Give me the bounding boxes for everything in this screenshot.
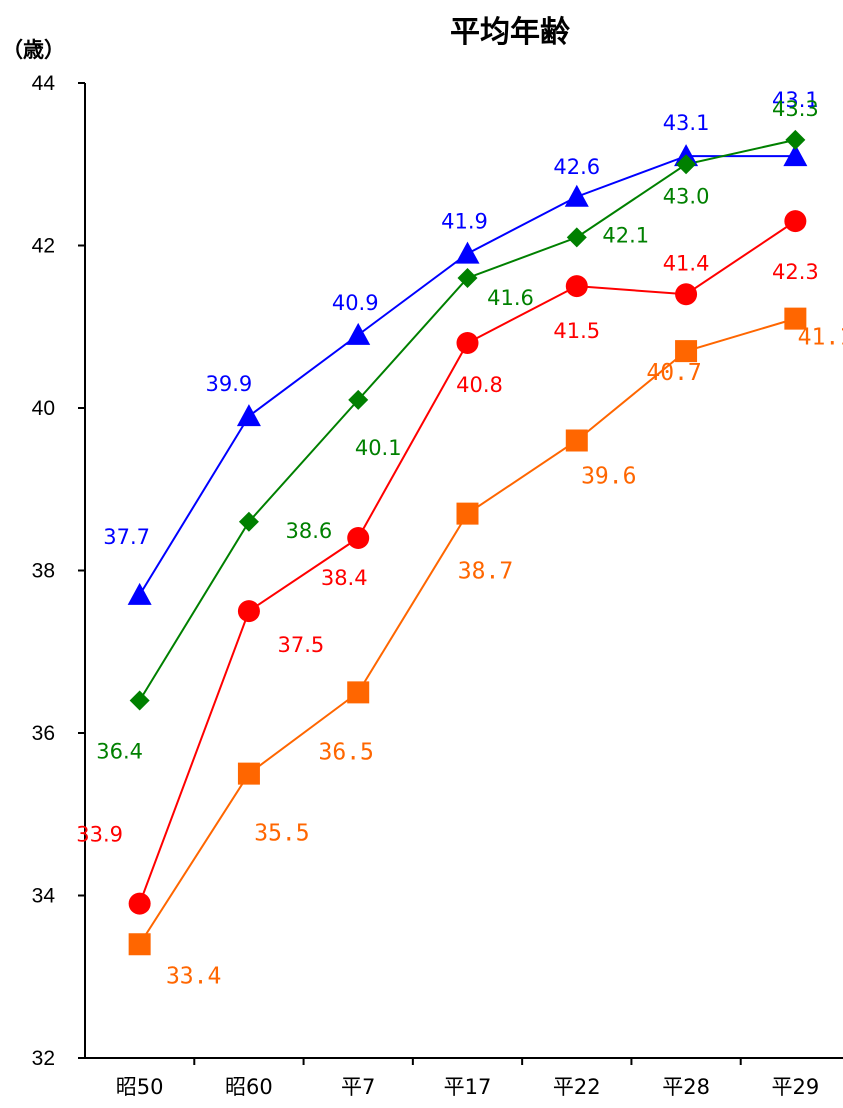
square-marker bbox=[347, 681, 370, 704]
y-tick-label: 32 bbox=[32, 1047, 55, 1070]
x-tick-label: 平7 bbox=[341, 1075, 375, 1099]
y-tick-label: 38 bbox=[32, 560, 55, 583]
data-label: 37.7 bbox=[103, 525, 150, 549]
data-label: 41.9 bbox=[441, 210, 488, 234]
chart-title: 平均年齢 bbox=[450, 15, 570, 50]
triangle-marker bbox=[236, 404, 261, 427]
y-tick-label: 40 bbox=[32, 397, 55, 420]
data-label: 37.5 bbox=[278, 633, 325, 657]
square-marker bbox=[565, 429, 588, 452]
data-label: 41.5 bbox=[553, 319, 600, 343]
square-marker bbox=[128, 933, 151, 956]
data-label: 41.6 bbox=[487, 286, 534, 310]
data-label: 43.3 bbox=[772, 97, 819, 121]
data-label: 43.1 bbox=[772, 88, 819, 112]
data-label: 40.8 bbox=[456, 373, 503, 397]
circle-marker bbox=[347, 527, 370, 549]
circle-marker bbox=[237, 600, 260, 623]
data-label: 33.4 bbox=[166, 963, 221, 989]
series-markers bbox=[127, 129, 808, 956]
data-labels: 37.7 39.9 40.9 41.9 42.6 43.1 43.1 36.4 38.6 40.1… bbox=[76, 88, 843, 989]
data-label: 42.3 bbox=[772, 260, 819, 284]
circle-marker bbox=[128, 892, 151, 915]
diamond-marker bbox=[348, 389, 369, 410]
data-label: 39.6 bbox=[581, 464, 636, 490]
triangle-marker bbox=[127, 582, 152, 605]
data-label: 42.1 bbox=[602, 223, 649, 247]
x-tick-label: 平22 bbox=[553, 1075, 601, 1099]
diamond-marker bbox=[566, 227, 587, 248]
data-label: 39.9 bbox=[206, 372, 253, 396]
y-tick-label: 42 bbox=[32, 235, 55, 258]
triangle-marker bbox=[346, 322, 371, 345]
triangle-marker bbox=[564, 184, 589, 207]
y-axis-unit-label: （歳） bbox=[2, 38, 65, 62]
x-tick-label: 昭60 bbox=[225, 1075, 273, 1099]
diamond-marker bbox=[676, 154, 697, 175]
data-label: 43.1 bbox=[663, 111, 710, 135]
x-tick-label: 平29 bbox=[771, 1075, 819, 1099]
data-label: 36.5 bbox=[319, 739, 374, 765]
data-label: 40.1 bbox=[355, 436, 402, 460]
circle-marker bbox=[565, 275, 588, 298]
y-axis-ticks: 32 34 36 38 40 42 44 bbox=[32, 72, 85, 1070]
data-label: 36.4 bbox=[96, 740, 143, 764]
data-label: 38.4 bbox=[321, 566, 368, 590]
data-label: 38.7 bbox=[458, 559, 513, 585]
circle-marker bbox=[784, 210, 807, 233]
data-label: 41.1 bbox=[798, 325, 843, 351]
data-label: 35.5 bbox=[254, 821, 309, 847]
data-label: 41.4 bbox=[663, 251, 710, 275]
x-tick-label: 平17 bbox=[444, 1075, 492, 1099]
square-marker bbox=[675, 340, 698, 363]
diamond-marker bbox=[238, 511, 259, 532]
data-label: 40.7 bbox=[646, 360, 701, 386]
y-tick-label: 34 bbox=[32, 885, 56, 908]
data-label: 38.6 bbox=[286, 519, 333, 543]
diamond-marker bbox=[785, 129, 806, 150]
series-line bbox=[138, 317, 796, 945]
x-tick-label: 平28 bbox=[662, 1075, 710, 1099]
square-marker bbox=[456, 502, 479, 525]
y-tick-label: 36 bbox=[32, 722, 55, 745]
x-tick-label: 昭50 bbox=[116, 1075, 164, 1099]
y-tick-label: 44 bbox=[32, 72, 56, 95]
data-label: 33.9 bbox=[76, 823, 123, 847]
square-marker bbox=[237, 762, 260, 785]
square-marker bbox=[784, 307, 807, 330]
circle-marker bbox=[675, 283, 698, 306]
data-label: 43.0 bbox=[663, 184, 710, 208]
triangle-marker bbox=[455, 241, 480, 264]
data-label: 42.6 bbox=[553, 155, 600, 179]
diamond-marker bbox=[129, 690, 150, 711]
data-label: 40.9 bbox=[332, 291, 379, 315]
diamond-marker bbox=[457, 268, 478, 288]
x-axis-ticks: 昭50 昭60 平7 平17 平22 平28 平29 bbox=[116, 1058, 819, 1099]
circle-marker bbox=[456, 332, 479, 354]
triangle-marker bbox=[783, 144, 808, 167]
